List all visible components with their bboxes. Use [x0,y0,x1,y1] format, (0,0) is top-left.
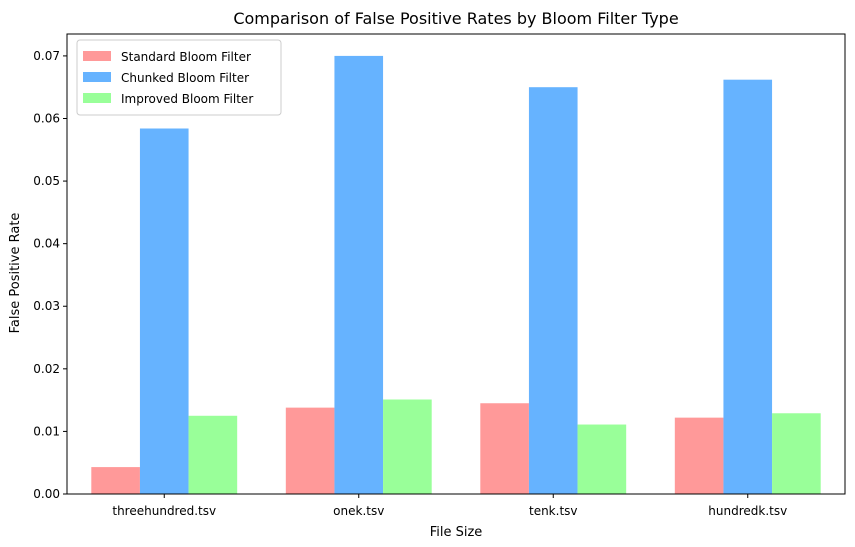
bar-1-4 [674,417,724,494]
legend-swatch [83,72,111,82]
bar-1-3 [480,403,529,494]
legend-box [76,39,282,116]
bar-2-2 [334,55,384,495]
bar-1-1 [91,467,140,494]
x-tick-label: hundredk.tsv [708,504,787,518]
y-tick-label: 0.04 [33,237,60,251]
axes-layer: 0.00 0.01 0.02 0.03 0.04 0.05 0.06 0.07 threehun… [33,33,846,518]
chart-title: Comparison of False Positive Rates by Bl… [233,9,678,28]
x-tick-label: onek.tsv [333,504,384,518]
y-tick-label: 0.00 [33,487,60,501]
y-tick-label: 0.01 [33,424,60,438]
legend-label: Improved Bloom Filter [121,92,253,106]
bar-2-4 [723,79,773,494]
legend-label: Chunked Bloom Filter [121,71,249,85]
y-tick-label: 0.03 [33,299,60,313]
bar-3-3 [577,424,627,494]
plot-frame [66,33,846,495]
y-tick-label: 0.06 [33,111,60,125]
bar-3-1 [188,415,238,494]
bar-3-2 [383,399,432,494]
x-tick-label: tenk.tsv [529,504,578,518]
y-axis-label: False Positive Rate [8,213,23,334]
bars-layer [91,55,821,495]
bar-2-1 [139,128,189,494]
legend: Standard Bloom Filter Chunked Bloom Filte… [76,39,282,116]
x-axis-label: File Size [430,525,483,540]
legend-swatch [83,51,111,61]
x-tick-label: threehundred.tsv [112,504,216,518]
legend-label: Standard Bloom Filter [121,50,251,64]
bar-2-3 [528,87,578,495]
bar-3-4 [772,413,821,494]
y-tick-label: 0.05 [33,174,60,188]
bar-1-2 [285,407,335,494]
y-tick-label: 0.02 [33,362,60,376]
legend-swatch [83,93,111,103]
y-tick-label: 0.07 [33,49,60,63]
